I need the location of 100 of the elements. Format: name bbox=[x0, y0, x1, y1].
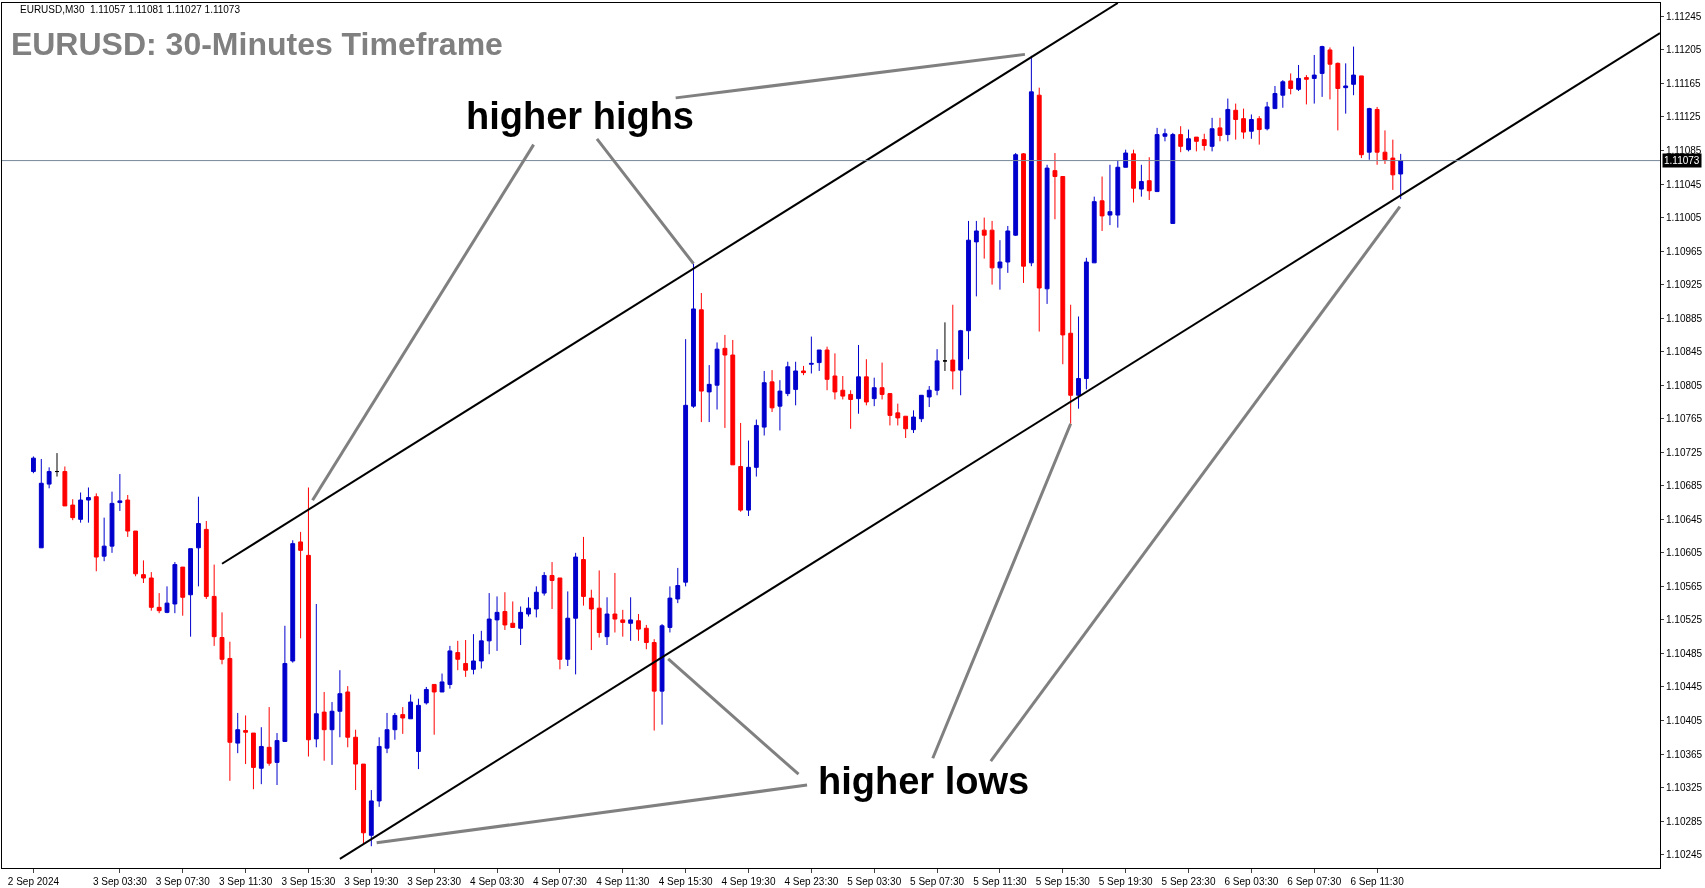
candlestick bbox=[659, 623, 665, 726]
candlestick bbox=[636, 613, 641, 642]
candlestick bbox=[667, 585, 673, 633]
candlestick bbox=[180, 566, 186, 617]
candlestick bbox=[502, 591, 508, 631]
annotation: higher lows bbox=[818, 760, 1030, 802]
candlestick bbox=[989, 220, 995, 286]
candlestick bbox=[1138, 164, 1144, 198]
candlestick bbox=[1233, 103, 1239, 141]
candlestick bbox=[227, 641, 233, 782]
candlestick bbox=[1272, 85, 1278, 110]
y-tick-label: 1.10365 bbox=[1666, 748, 1703, 760]
candlestick bbox=[588, 589, 594, 651]
candlestick bbox=[541, 571, 547, 597]
x-tick-label: 5 Sep 03:30 bbox=[847, 876, 902, 887]
candlestick bbox=[950, 304, 956, 390]
candlestick bbox=[565, 590, 571, 667]
candlestick bbox=[777, 379, 783, 431]
y-tick-label: 1.10645 bbox=[1666, 513, 1703, 525]
y-tick-label: 1.10605 bbox=[1666, 547, 1703, 559]
candlestick bbox=[1382, 129, 1388, 165]
candlestick bbox=[416, 698, 421, 770]
x-tick-label: 5 Sep 23:30 bbox=[1161, 876, 1216, 887]
x-tick-label: 4 Sep 07:30 bbox=[532, 876, 588, 887]
x-tick-label: 5 Sep 11:30 bbox=[973, 876, 1027, 887]
candlestick bbox=[38, 458, 44, 549]
candlestick bbox=[981, 217, 987, 260]
candlestick bbox=[1099, 176, 1105, 232]
y-tick-label: 1.11245 bbox=[1666, 10, 1702, 22]
candlestick bbox=[1296, 64, 1301, 92]
candlestick bbox=[879, 362, 885, 400]
x-tick-label: 3 Sep 07:30 bbox=[155, 876, 211, 887]
candlestick bbox=[313, 603, 319, 748]
candlestick bbox=[769, 369, 775, 413]
candlestick bbox=[494, 595, 500, 652]
candlestick bbox=[408, 694, 414, 720]
ref-line-label: 1.11073 bbox=[1664, 155, 1700, 166]
candlestick bbox=[101, 517, 107, 562]
candlestick bbox=[164, 585, 170, 614]
y-tick-label: 1.10845 bbox=[1666, 346, 1703, 358]
y-tick-label: 1.10925 bbox=[1666, 279, 1703, 291]
candlestick bbox=[604, 596, 610, 646]
x-tick-label: 4 Sep 11:30 bbox=[596, 876, 650, 887]
candlestick bbox=[911, 409, 916, 434]
candlestick bbox=[966, 220, 971, 360]
candlestick bbox=[78, 492, 83, 524]
candlestick bbox=[125, 494, 131, 538]
candlestick bbox=[785, 361, 791, 397]
candlestick bbox=[526, 596, 531, 618]
candlestick bbox=[353, 729, 359, 791]
candlestick bbox=[848, 389, 854, 430]
y-tick-label: 1.10285 bbox=[1666, 815, 1703, 827]
candlestick bbox=[510, 600, 516, 628]
candlestick bbox=[345, 685, 351, 748]
candlestick bbox=[753, 419, 759, 478]
candlestick bbox=[1335, 62, 1341, 131]
candlestick bbox=[722, 334, 728, 429]
y-tick-label: 1.11165 bbox=[1666, 77, 1702, 89]
y-tick-label: 1.11005 bbox=[1666, 212, 1702, 224]
candlestick bbox=[400, 706, 406, 735]
candlestick bbox=[934, 348, 940, 396]
x-tick-label: 6 Sep 11:30 bbox=[1350, 876, 1405, 887]
x-tick-label: 4 Sep 15:30 bbox=[658, 876, 714, 887]
candlestick bbox=[439, 673, 445, 693]
y-tick-label: 1.10565 bbox=[1666, 580, 1703, 592]
annotation: higher highs bbox=[466, 95, 694, 137]
candlestick bbox=[628, 596, 634, 642]
candlestick bbox=[895, 403, 901, 426]
y-tick-label: 1.11125 bbox=[1666, 111, 1702, 123]
candlestick bbox=[1264, 101, 1270, 131]
candlestick bbox=[1052, 152, 1058, 220]
candlestick bbox=[1351, 46, 1356, 96]
candlestick bbox=[1044, 164, 1050, 305]
candlestick bbox=[1083, 257, 1089, 390]
candlestick bbox=[926, 385, 932, 408]
candlestick bbox=[423, 686, 429, 706]
candlestick bbox=[1288, 72, 1294, 95]
candlestick bbox=[730, 339, 736, 466]
candlestick bbox=[533, 585, 539, 618]
candlestick bbox=[1036, 87, 1042, 333]
candlestick bbox=[706, 364, 712, 423]
y-tick-label: 1.10725 bbox=[1666, 446, 1703, 458]
candlestick bbox=[376, 736, 382, 808]
candlestick bbox=[801, 365, 806, 376]
candlestick bbox=[1225, 98, 1231, 142]
candlestick bbox=[196, 496, 201, 587]
y-tick-label: 1.10805 bbox=[1666, 379, 1703, 391]
candlestick bbox=[1398, 153, 1404, 200]
candlestick bbox=[518, 605, 524, 646]
candlestick bbox=[478, 630, 484, 670]
candlestick bbox=[903, 415, 909, 439]
candlestick bbox=[675, 567, 681, 604]
candlestick bbox=[620, 609, 626, 638]
y-tick-label: 1.10325 bbox=[1666, 782, 1703, 794]
candlestick bbox=[329, 701, 335, 766]
candlestick bbox=[1327, 46, 1333, 100]
candlestick bbox=[141, 559, 146, 584]
y-tick-label: 1.10405 bbox=[1666, 714, 1703, 726]
candlestick bbox=[321, 691, 327, 762]
candlestick bbox=[840, 375, 846, 400]
